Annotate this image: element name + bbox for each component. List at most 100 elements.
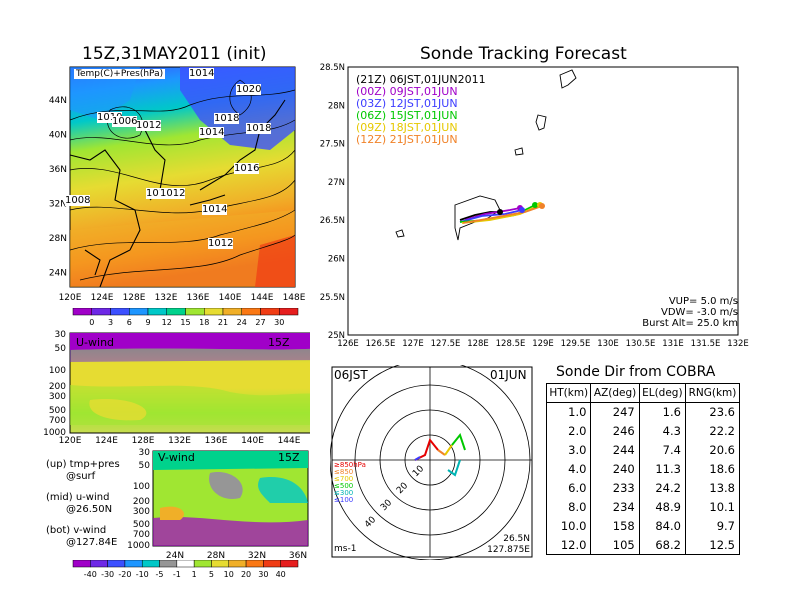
lon-tick-label: 127E [402,339,424,349]
left-map-title: 15Z,31MAY2011 (init) [82,44,267,64]
colorbar-tick: -5 [156,570,164,579]
table-cell: 8.0 [568,499,587,514]
colorbar-tick: 30 [258,570,268,579]
table-cell: 4.3 [638,421,686,441]
colorbar-tick: 20 [241,570,251,579]
pressure-tick: 50 [139,461,151,471]
table-cell: 23.6 [684,402,740,422]
lat-tick-label: 32N [248,551,266,561]
colorbar-tick: 10 [224,570,234,579]
u-wind-label: U-wind [76,336,115,349]
lon-tick-label: 124E [95,436,118,445]
table-cell: 1.6 [638,402,686,422]
colorbar-tick: 27 [255,318,265,327]
colorbar-swatch [110,308,130,316]
colorbar-tick: -1 [173,570,181,579]
table-cell: 7.4 [638,440,686,460]
table-cell: 11.3 [638,459,686,479]
v-wind-colorbar: -40 -30 -20 -10 -5 -1 1 5 10 20 30 40 [72,560,299,579]
hodograph-level: ≥850hPa [334,461,366,469]
colorbar-swatch [185,308,205,316]
legend-note-line1: (mid) u-wind [46,492,110,503]
colorbar-swatch [147,308,167,316]
cobra-header: RNG(km) [684,383,740,403]
colorbar-tick: 9 [145,318,150,327]
forecast-legend-entry: (00Z) 09JST,01JUN [356,85,458,98]
lon-tick-label: 120E [59,293,82,303]
colorbar-tick: -10 [136,570,149,579]
legend-note-line2: @127.84E [66,537,118,548]
table-cell: 10.0 [560,518,587,533]
colorbar-swatch [107,560,126,568]
lon-tick-label: 144E [251,293,274,303]
colorbar-swatch [141,560,160,568]
isobar-label: 1008 [65,195,91,206]
lon-tick-label: 132E [168,436,191,445]
lon-tick-label: 132E [155,293,178,303]
pressure-tick: 500 [49,406,66,416]
isobar-label: 1012 [136,120,162,131]
lon-tick-label: 127.5E [431,339,461,349]
lat-tick-label: 24N [49,269,67,279]
table-row: 8.0 234 48.9 10.1 [547,497,740,517]
colorbar-swatch [129,308,149,316]
left-map-inset-label: Temp(C)+Pres(hPa) [74,69,166,79]
colorbar-swatch [72,308,92,316]
table-cell: 48.9 [638,497,686,517]
colorbar-swatch [72,560,91,568]
cobra-header: HT(km) [546,383,591,403]
table-cell: 13.8 [684,478,740,498]
table-cell: 2.0 [568,424,587,439]
isobar-label: 1016 [234,163,260,174]
temperature-colorbar: 0 3 6 9 12 15 18 21 24 27 30 [72,308,299,327]
table-cell: 22.2 [684,421,740,441]
table-cell: 158 [590,516,640,536]
table-cell: 9.7 [684,516,740,536]
lat-tick-label: 24N [166,551,184,561]
colorbar-swatch [228,560,247,568]
lat-tick-label: 32N [49,200,67,210]
table-cell: 105 [590,535,640,555]
isobar-label: 1014 [199,127,225,138]
lon-tick-label: 128.5E [496,339,526,349]
forecast-title: Sonde Tracking Forecast [420,44,627,64]
lon-tick-label: 144E [278,436,301,445]
isobar-label: 1018 [214,113,240,124]
lon-tick-label: 128E [123,293,146,303]
isobar-label: 1010 [146,188,172,199]
lon-tick-label: 130E [597,339,619,349]
lat-tick-label: 27N [328,178,345,188]
isobar-label: 1014 [202,204,228,215]
colorbar-tick: 5 [209,570,214,579]
table-cell: 247 [590,402,640,422]
table-row: 12.0 105 68.2 12.5 [547,535,740,555]
lat-tick-label: 25N [328,331,345,341]
table-cell: 1.0 [568,405,587,420]
table-cell: 12.0 [560,537,587,552]
lat-tick-label: 28N [207,551,225,561]
hodograph-level: ≤500 [334,482,354,490]
table-cell: 68.2 [638,535,686,555]
colorbar-swatch [193,560,212,568]
colorbar-tick: 1 [192,570,197,579]
lon-tick-label: 120E [59,436,82,445]
pressure-tick: 500 [133,520,150,530]
colorbar-tick: 12 [162,318,172,327]
table-cell: 12.5 [684,535,740,555]
table-cell: 244 [590,440,640,460]
lat-tick-label: 40N [49,131,67,141]
table-cell: 18.6 [684,459,740,479]
colorbar-tick: 40 [276,570,286,579]
colorbar-tick: 24 [237,318,247,327]
table-row: 6.0 233 24.2 13.8 [547,478,740,498]
pressure-tick: 300 [49,392,66,402]
lon-tick-label: 131.5E [691,339,721,349]
colorbar-swatch [159,560,178,568]
colorbar-tick: 0 [89,318,94,327]
table-cell: 3.0 [568,443,587,458]
lon-tick-label: 126.5E [366,339,396,349]
colorbar-swatch [166,308,186,316]
isobar-label: 1014 [189,68,215,79]
